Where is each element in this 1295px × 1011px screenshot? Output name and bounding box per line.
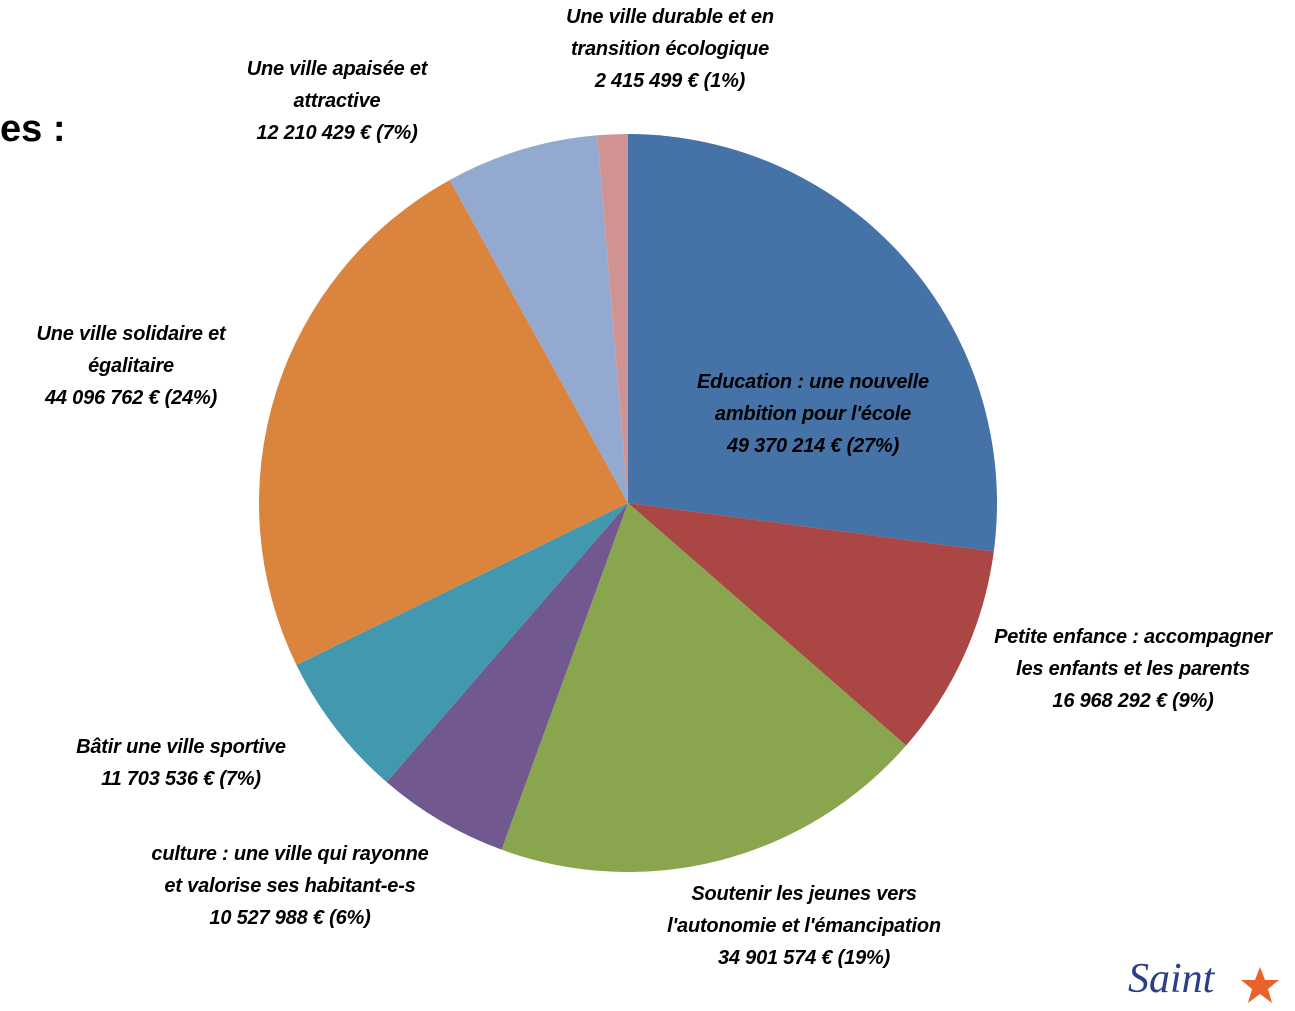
- value-label: 2 415 499 € (1%): [594, 70, 746, 92]
- slice-label: Une ville solidaire et égalitaire 44 096 …: [0, 318, 266, 414]
- slice-label: Bâtir une ville sportive 11 703 536 € (7%…: [31, 731, 331, 795]
- slice-label: Education : une nouvelle ambition pour l…: [663, 366, 963, 462]
- value-label: 49 370 214 € (27%): [726, 435, 900, 457]
- category-name: Une ville solidaire et égalitaire: [36, 323, 226, 377]
- logo-star: [1241, 967, 1279, 1003]
- value-label: 44 096 762 € (24%): [44, 387, 218, 409]
- category-name: Education : une nouvelle ambition pour l…: [697, 371, 929, 425]
- value-label: 16 968 292 € (9%): [1052, 690, 1214, 712]
- pie-slice: [628, 503, 994, 746]
- value-label: 12 210 429 € (7%): [256, 122, 418, 144]
- category-name: culture : une ville qui rayonne et valor…: [151, 843, 429, 897]
- logo: Saint: [1128, 956, 1215, 1002]
- slice-label: Petite enfance : accompagner les enfants…: [983, 621, 1283, 717]
- pie-slice: [258, 179, 628, 665]
- pie-slice: [597, 134, 628, 503]
- slice-label: culture : une ville qui rayonne et valor…: [150, 838, 430, 934]
- value-label: 11 703 536 € (7%): [101, 768, 261, 790]
- slice-label: Une ville apaisée et attractive 12 210 42…: [212, 53, 462, 149]
- pie-slice: [449, 135, 628, 503]
- category-name: Soutenir les jeunes vers l'autonomie et …: [667, 883, 941, 937]
- category-name: Une ville durable et en transition écolo…: [566, 6, 774, 60]
- category-name: Bâtir une ville sportive: [76, 736, 286, 758]
- pie-slice: [628, 134, 997, 552]
- pie-slice: [386, 503, 628, 850]
- slice-label: Une ville durable et en transition écolo…: [525, 1, 815, 97]
- pie-slice: [296, 503, 628, 783]
- title-fragment: es :: [0, 108, 66, 150]
- category-name: Petite enfance : accompagner les enfants…: [994, 626, 1272, 680]
- value-label: 10 527 988 € (6%): [209, 907, 371, 929]
- category-name: Une ville apaisée et attractive: [246, 58, 428, 112]
- pie-slice: [501, 503, 907, 872]
- star: [1241, 967, 1279, 1003]
- value-label: 34 901 574 € (19%): [717, 947, 891, 969]
- slice-label: Soutenir les jeunes vers l'autonomie et …: [659, 878, 949, 974]
